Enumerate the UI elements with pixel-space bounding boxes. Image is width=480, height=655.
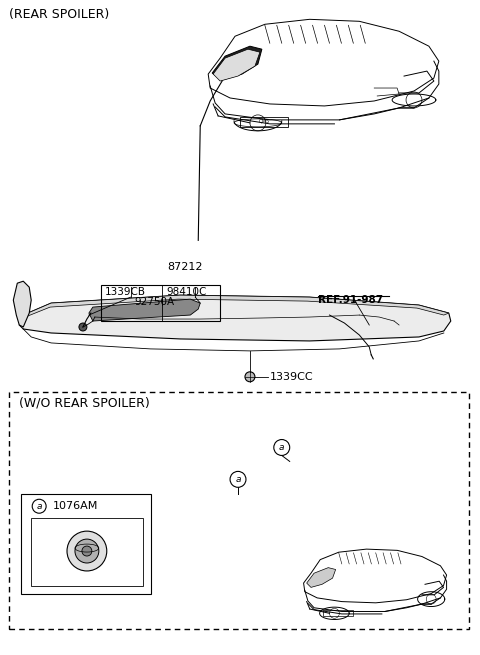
Polygon shape <box>89 299 200 321</box>
Circle shape <box>274 440 290 455</box>
Text: 87212: 87212 <box>168 262 203 272</box>
Bar <box>101 285 220 321</box>
Circle shape <box>82 546 92 556</box>
Text: a: a <box>279 443 285 452</box>
Circle shape <box>245 372 255 382</box>
Text: 98410C: 98410C <box>167 287 207 297</box>
Text: a: a <box>235 475 241 484</box>
Circle shape <box>230 472 246 487</box>
Polygon shape <box>19 295 451 341</box>
Text: (W/O REAR SPOILER): (W/O REAR SPOILER) <box>19 397 150 410</box>
Bar <box>31 518 143 586</box>
Polygon shape <box>23 295 449 317</box>
Text: 92750A: 92750A <box>134 297 175 307</box>
Polygon shape <box>213 49 260 81</box>
Text: a: a <box>36 502 42 511</box>
Circle shape <box>67 531 107 571</box>
Circle shape <box>79 323 87 331</box>
Text: 1339CB: 1339CB <box>105 287 146 297</box>
Bar <box>9 392 468 629</box>
Text: QM5: QM5 <box>258 119 269 123</box>
Polygon shape <box>13 281 31 327</box>
Bar <box>21 495 151 594</box>
Polygon shape <box>212 47 262 80</box>
Bar <box>324 610 353 616</box>
Circle shape <box>75 539 99 563</box>
Polygon shape <box>307 568 336 588</box>
Text: (REAR SPOILER): (REAR SPOILER) <box>9 9 109 22</box>
Text: REF.91-987: REF.91-987 <box>318 295 383 305</box>
Text: 1076AM: 1076AM <box>53 501 98 512</box>
Text: 1339CC: 1339CC <box>270 372 313 382</box>
Circle shape <box>32 499 46 514</box>
Bar <box>240 117 288 127</box>
